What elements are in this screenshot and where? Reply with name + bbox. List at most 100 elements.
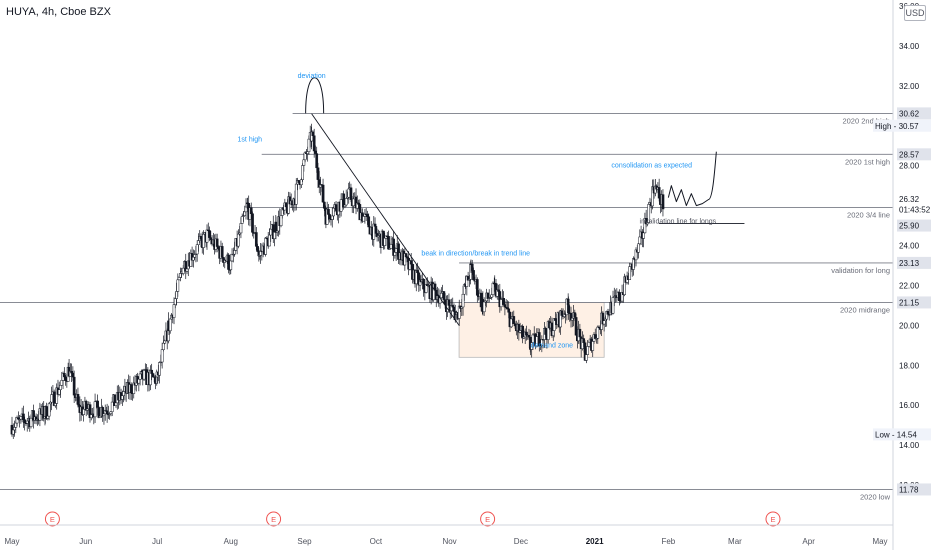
earnings-event-icon[interactable]: [480, 511, 496, 527]
candle-body: [586, 346, 590, 355]
candle-body: [114, 402, 118, 406]
annotations-layer: deviation 1st high consolidation as expect…: [238, 73, 717, 349]
candle-body: [422, 279, 425, 290]
candle-body: [332, 207, 335, 217]
candle-body: [374, 226, 378, 234]
candle-body: [661, 194, 665, 210]
candle-body: [19, 416, 23, 420]
y-tick-label: 20.00: [899, 321, 920, 330]
candle-body: [299, 179, 303, 186]
deviation-arc[interactable]: [305, 77, 325, 114]
currency-button[interactable]: USD: [904, 5, 926, 21]
candle-body: [215, 238, 219, 247]
candle-body: [294, 183, 298, 205]
candle-body: [442, 291, 446, 300]
price-label-box: [897, 148, 931, 161]
candle-body: [229, 260, 233, 270]
price-label-box: [897, 219, 931, 232]
candle-body: [233, 250, 236, 255]
y-tick-label: 28.00: [899, 162, 920, 171]
y-tick-label: 16.00: [899, 401, 920, 410]
candle-body: [502, 298, 505, 305]
annotation-text[interactable]: invalidation line for longs: [640, 219, 717, 226]
candle-body: [23, 419, 27, 424]
candle-body: [176, 279, 180, 292]
projection-path[interactable]: [667, 151, 717, 207]
candle-body: [367, 216, 371, 228]
candle-body: [583, 342, 587, 353]
candle-body: [512, 316, 516, 324]
candle-body: [344, 198, 348, 206]
candle-body: [208, 230, 211, 238]
earnings-event-icon[interactable]: [765, 511, 781, 527]
candle-body: [311, 131, 315, 137]
candle-body: [168, 318, 172, 332]
candle-body: [249, 207, 253, 214]
annotation-text[interactable]: consolidation as expected: [611, 163, 692, 170]
candle-body: [447, 299, 451, 306]
price-label-box: [897, 203, 932, 216]
candle-body: [64, 376, 67, 381]
price-label-text: Low - 14.54: [875, 430, 917, 439]
candle-body: [46, 415, 50, 419]
candle-body: [330, 215, 334, 220]
candle-body: [578, 328, 582, 338]
annotation-text[interactable]: 1st high: [238, 137, 263, 144]
candle-body: [96, 400, 99, 408]
candle-body: [195, 244, 199, 255]
candle-body: [632, 258, 635, 270]
candle-body: [109, 411, 113, 414]
candle-body: [138, 373, 142, 380]
x-tick-label: 2021: [586, 537, 604, 546]
candle-body: [343, 204, 347, 207]
x-tick-label: Oct: [370, 537, 383, 546]
price-label-box: [897, 296, 931, 309]
candle-body: [150, 369, 154, 374]
price-label-text: 25.90: [899, 222, 920, 231]
candle-body: [321, 184, 325, 203]
candle-body: [137, 378, 141, 384]
candle-body: [220, 246, 224, 258]
candle-body: [315, 153, 319, 169]
y-tick-label: 32.00: [899, 82, 920, 91]
price-label-box: [897, 256, 931, 269]
annotation-text[interactable]: deviation: [298, 73, 326, 80]
candle-body: [503, 304, 507, 308]
trend-line[interactable]: [311, 113, 460, 326]
candle-body: [239, 223, 243, 234]
earnings-event-label: E: [485, 515, 490, 524]
candle-body: [509, 318, 513, 328]
candle-body: [57, 389, 61, 395]
level-label: 2020 2nd high: [842, 116, 890, 125]
annotation-text[interactable]: demand zone: [531, 342, 574, 349]
x-tick-label: May: [872, 537, 887, 546]
candle-body: [175, 291, 178, 299]
earnings-event-icon[interactable]: [266, 511, 282, 527]
candle-body: [256, 246, 259, 252]
candle-body: [197, 240, 200, 245]
candle-body: [302, 159, 306, 166]
y-tick-label: 34.00: [899, 42, 920, 51]
candle-body: [142, 370, 146, 380]
candle-body: [491, 282, 495, 295]
candle-body: [513, 323, 517, 327]
candle-body: [62, 372, 66, 378]
candle-body: [129, 384, 133, 394]
candle-body: [251, 213, 254, 233]
candle-body: [475, 279, 479, 296]
candle-body: [606, 311, 610, 315]
price-label-box: [897, 193, 931, 206]
annotation-text[interactable]: beak in direction/break in trend line: [421, 251, 530, 258]
earnings-event-icon[interactable]: [44, 511, 60, 527]
candle-body: [452, 306, 456, 312]
candle-body: [339, 199, 343, 212]
candle-body: [13, 427, 16, 431]
candle-body: [163, 340, 167, 344]
candle-body: [334, 204, 338, 211]
candle-body: [50, 394, 53, 403]
candle-body: [22, 413, 25, 420]
candle-body: [185, 268, 189, 272]
candle-body: [59, 385, 62, 390]
